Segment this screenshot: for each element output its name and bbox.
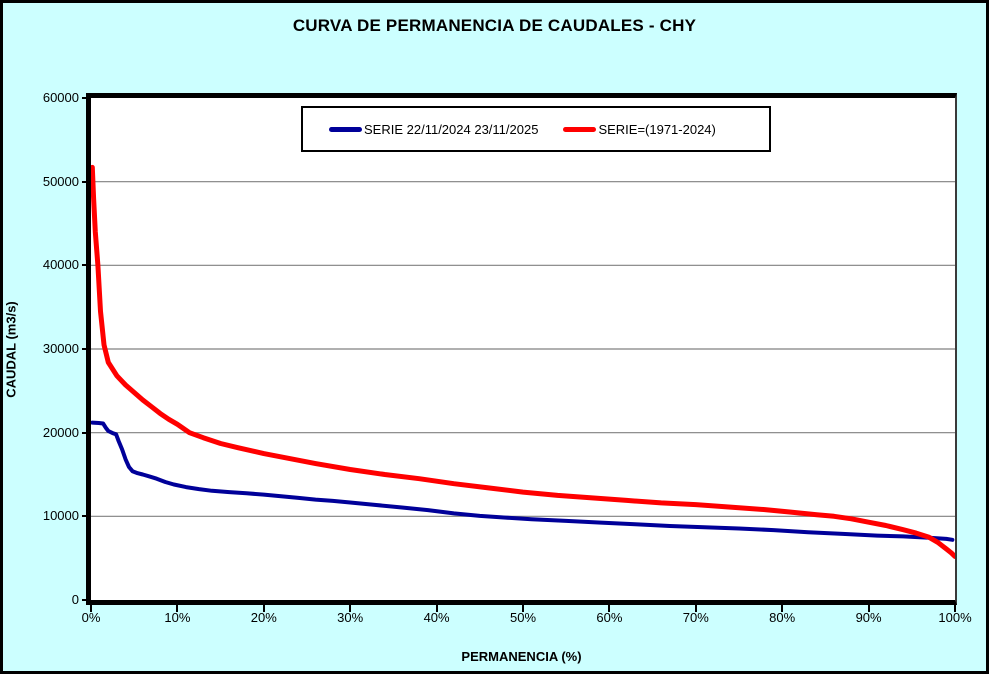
- series-line-1: [91, 164, 955, 559]
- x-axis-tick-label: 0%: [81, 610, 101, 625]
- x-axis-tick-label: 50%: [509, 610, 537, 625]
- legend-item-serie-1971-2024: SERIE=(1971-2024): [563, 121, 716, 137]
- blue-line-swatch: [329, 126, 362, 132]
- legend-box: SERIE 22/11/2024 23/11/2025 SERIE=(1971-…: [301, 106, 771, 152]
- y-axis-tick-mark: [82, 97, 90, 99]
- y-axis-tick-label: 50000: [42, 173, 79, 189]
- y-axis-tick-label: 10000: [42, 508, 79, 524]
- x-axis-tick-mark: [954, 605, 956, 612]
- y-axis-tick-mark: [82, 599, 90, 601]
- x-axis-tick-label: 10%: [164, 610, 191, 625]
- x-axis-tick-label: 30%: [337, 610, 364, 625]
- y-axis-tick-mark: [82, 348, 90, 350]
- x-axis-tick-mark: [349, 605, 352, 612]
- x-axis-tick-mark: [694, 605, 697, 612]
- x-axis-tick-mark: [608, 605, 611, 612]
- x-axis-tick-mark: [522, 605, 524, 612]
- chart-title: CURVA DE PERMANENCIA DE CAUDALES - CHY: [292, 16, 697, 35]
- x-axis-tick-label: 100%: [938, 610, 972, 625]
- series-line-0: [91, 420, 955, 542]
- y-axis-tick-mark: [82, 515, 90, 518]
- x-axis-title: PERMANENCIA (%): [461, 649, 582, 664]
- y-axis-tick-mark: [82, 431, 90, 434]
- plot-canvas: [91, 164, 955, 559]
- y-axis-tick-label: 0: [71, 592, 79, 607]
- x-axis-tick-label: 80%: [769, 610, 796, 625]
- x-axis-tick-label: 20%: [250, 610, 277, 625]
- y-axis-tick-label: 30000: [42, 341, 79, 356]
- y-axis-tick-label: 20000: [42, 424, 79, 440]
- red-line-swatch: [563, 126, 597, 132]
- legend-label: SERIE=(1971-2024): [598, 121, 716, 137]
- x-axis-tick-mark: [781, 605, 784, 612]
- x-axis-tick-mark: [867, 605, 870, 612]
- legend-item-serie-2024-2025: SERIE 22/11/2024 23/11/2025: [329, 122, 538, 137]
- x-axis-tick-mark: [176, 605, 179, 612]
- x-axis-tick-mark: [435, 605, 438, 612]
- x-axis-tick-label: 40%: [423, 610, 450, 625]
- legend-label: SERIE 22/11/2024 23/11/2025: [364, 121, 539, 137]
- x-axis-tick-mark: [90, 605, 92, 612]
- plot-area: [86, 93, 957, 605]
- x-axis-tick-label: 60%: [596, 610, 623, 625]
- y-axis-tick-label: 40000: [42, 257, 79, 273]
- y-axis-tick-mark: [82, 264, 90, 267]
- y-axis-tick-label: 60000: [42, 90, 79, 105]
- x-axis-tick-label: 70%: [682, 610, 709, 625]
- x-axis-tick-mark: [262, 605, 265, 612]
- y-axis-tick-mark: [82, 180, 90, 183]
- x-axis-tick-label: 90%: [855, 610, 882, 625]
